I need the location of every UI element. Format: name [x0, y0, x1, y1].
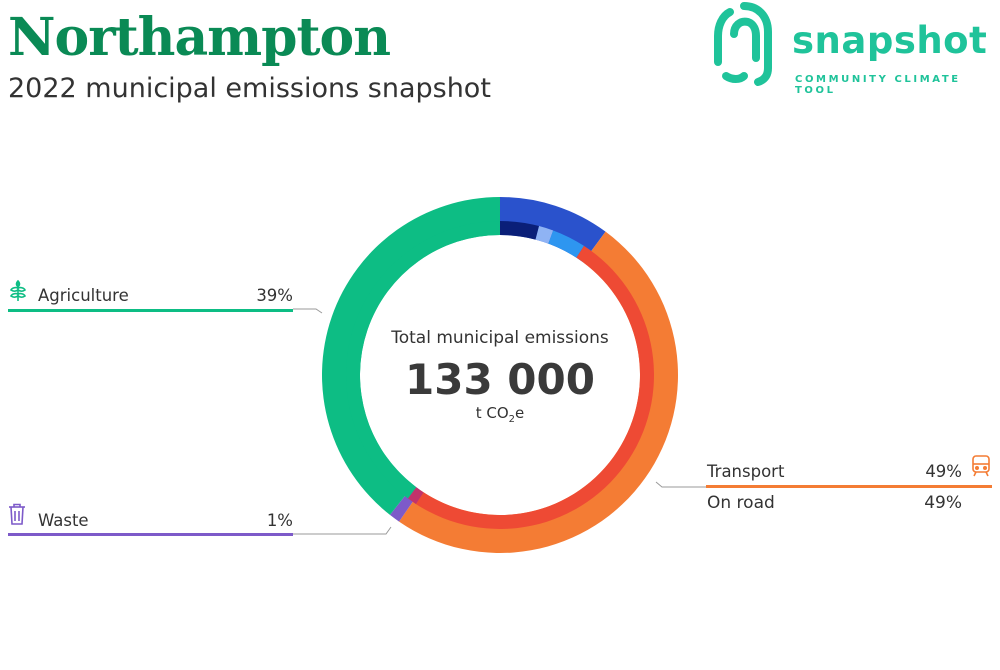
- center-total-label: Total municipal emissions: [391, 328, 609, 348]
- legend-on-road-row: On road 49%: [707, 493, 967, 515]
- trash-icon: [9, 503, 25, 525]
- legend-agriculture-label: Agriculture: [38, 286, 129, 305]
- legend-agriculture-bar: [8, 309, 293, 312]
- legend-waste: Waste 1%: [8, 503, 298, 539]
- logo-wordmark: snapshot: [792, 19, 988, 62]
- legend-transport: Transport 49%: [706, 454, 996, 490]
- train-icon: [972, 455, 990, 477]
- leader-lines: [293, 308, 706, 535]
- waste-leader-line: [293, 526, 392, 535]
- legend-agriculture: Agriculture 39%: [8, 278, 298, 314]
- legend-on-road-pct: 49%: [924, 493, 962, 513]
- center-total-value: 133 000: [405, 355, 595, 404]
- inner-slice-stationary-energy-b: [535, 226, 554, 244]
- snapshot-logo: snapshot COMMUNITY CLIMATE TOOL: [712, 0, 1000, 96]
- legend-waste-bar: [8, 533, 293, 536]
- legend-agriculture-pct: 39%: [256, 286, 293, 305]
- page-title: Northampton: [8, 7, 391, 68]
- legend-transport-pct: 49%: [925, 462, 962, 481]
- legend-transport-bar: [706, 485, 992, 488]
- unit-subscript: 2: [508, 414, 516, 425]
- unit-suffix: e: [515, 404, 525, 422]
- inner-slice-waste-sub: [407, 487, 424, 505]
- agriculture-leader-line: [293, 308, 323, 314]
- fingerprint-logo-icon: [714, 2, 772, 86]
- legend-transport-label: Transport: [707, 462, 785, 481]
- wheat-icon: [9, 279, 27, 301]
- inner-ring: [346, 221, 654, 529]
- legend-waste-label: Waste: [38, 511, 89, 530]
- legend-on-road-label: On road: [707, 493, 775, 513]
- center-total-unit: t CO2e: [360, 404, 640, 425]
- transport-leader-line: [655, 481, 706, 488]
- legend-waste-pct: 1%: [266, 511, 293, 530]
- unit-prefix: t CO: [475, 404, 509, 422]
- page-subtitle: 2022 municipal emissions snapshot: [8, 73, 491, 104]
- inner-slice-stationary-energy-a: [500, 221, 540, 240]
- logo-tagline: COMMUNITY CLIMATE TOOL: [795, 74, 961, 96]
- inner-slice-stationary-energy-c: [548, 230, 585, 258]
- inner-slice-agriculture-sub: [346, 221, 500, 499]
